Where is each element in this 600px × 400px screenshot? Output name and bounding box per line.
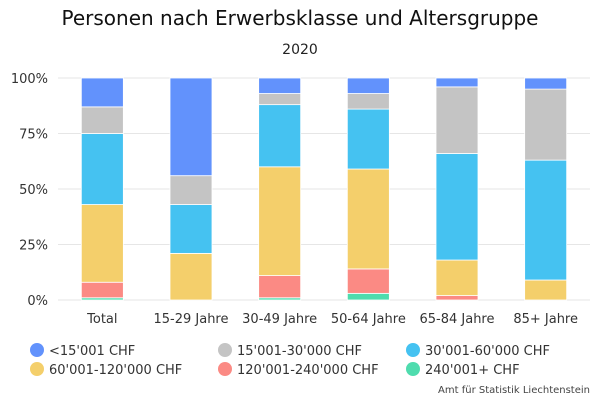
legend-swatch [218, 362, 232, 376]
bar-segment [169, 204, 213, 254]
legend-swatch [30, 362, 44, 376]
legend-label: <15'001 CHF [49, 344, 136, 359]
bar-segment [258, 166, 302, 276]
legend-swatch [218, 343, 232, 357]
chart-subtitle: 2020 [282, 42, 318, 58]
y-tick-label: 75% [19, 128, 48, 143]
bar-segment [524, 88, 568, 161]
bar-segment [435, 86, 479, 154]
bar-segment [169, 77, 213, 177]
y-tick-label: 100% [11, 72, 48, 87]
bar-segment [258, 104, 302, 168]
bar-segment [80, 204, 124, 283]
x-tick-label: 50-64 Jahre [331, 312, 406, 327]
bar-segment [435, 77, 479, 88]
y-tick-label: 50% [19, 183, 48, 198]
bar-segment [258, 93, 302, 106]
x-tick-label: 65-84 Jahre [419, 312, 494, 327]
x-tick-label: Total [86, 312, 117, 327]
legend-item[interactable]: 60'001-120'000 CHF [30, 362, 182, 378]
bar-segment [80, 281, 124, 299]
x-tick-label: 15-29 Jahre [153, 312, 228, 327]
bar-segment [169, 252, 213, 301]
bar-segment [346, 108, 390, 170]
x-tick-label: 30-49 Jahre [242, 312, 317, 327]
legend-label: 120'001-240'000 CHF [237, 363, 379, 378]
bar-segment [524, 159, 568, 281]
legend-swatch [406, 362, 420, 376]
source-note: Amt für Statistik Liechtenstein [438, 385, 590, 396]
legend-label: 240'001+ CHF [425, 363, 520, 378]
bar-segment [80, 106, 124, 134]
bar-segment [524, 279, 568, 301]
legend-label: 30'001-60'000 CHF [425, 344, 551, 359]
bar-segment [80, 133, 124, 205]
bar-segment [258, 77, 302, 94]
bar-segment [435, 259, 479, 296]
legend-item[interactable]: 120'001-240'000 CHF [218, 362, 379, 378]
bar-segment [435, 295, 479, 301]
legend-item[interactable]: <15'001 CHF [30, 343, 135, 359]
stacked-bar-chart: 0% 25% 50% 75% 100% Total 15-29 Jahre 30-49 Jah… [11, 72, 590, 327]
legend-item[interactable]: 30'001-60'000 CHF [406, 343, 550, 359]
bar-segment [80, 77, 124, 108]
x-tick-label: 85+ Jahre [513, 312, 578, 327]
bar-segment [435, 153, 479, 261]
bar-segment [169, 175, 213, 205]
y-tick-label: 0% [27, 294, 48, 309]
bar-segment [258, 275, 302, 299]
legend-label: 15'001-30'000 CHF [237, 344, 363, 359]
bar-segment [524, 77, 568, 90]
bar-segment [346, 77, 390, 94]
legend-swatch [406, 343, 420, 357]
y-tick-label: 25% [19, 239, 48, 254]
bar-segment [346, 292, 390, 301]
legend-item[interactable]: 15'001-30'000 CHF [218, 343, 362, 359]
bar-segment [346, 93, 390, 110]
legend-item[interactable]: 240'001+ CHF [406, 362, 520, 378]
legend-label: 60'001-120'000 CHF [49, 363, 183, 378]
chart-title: Personen nach Erwerbsklasse und Altersgr… [61, 6, 539, 30]
legend-swatch [30, 343, 44, 357]
bar-segment [346, 168, 390, 270]
bar-segment [346, 268, 390, 294]
